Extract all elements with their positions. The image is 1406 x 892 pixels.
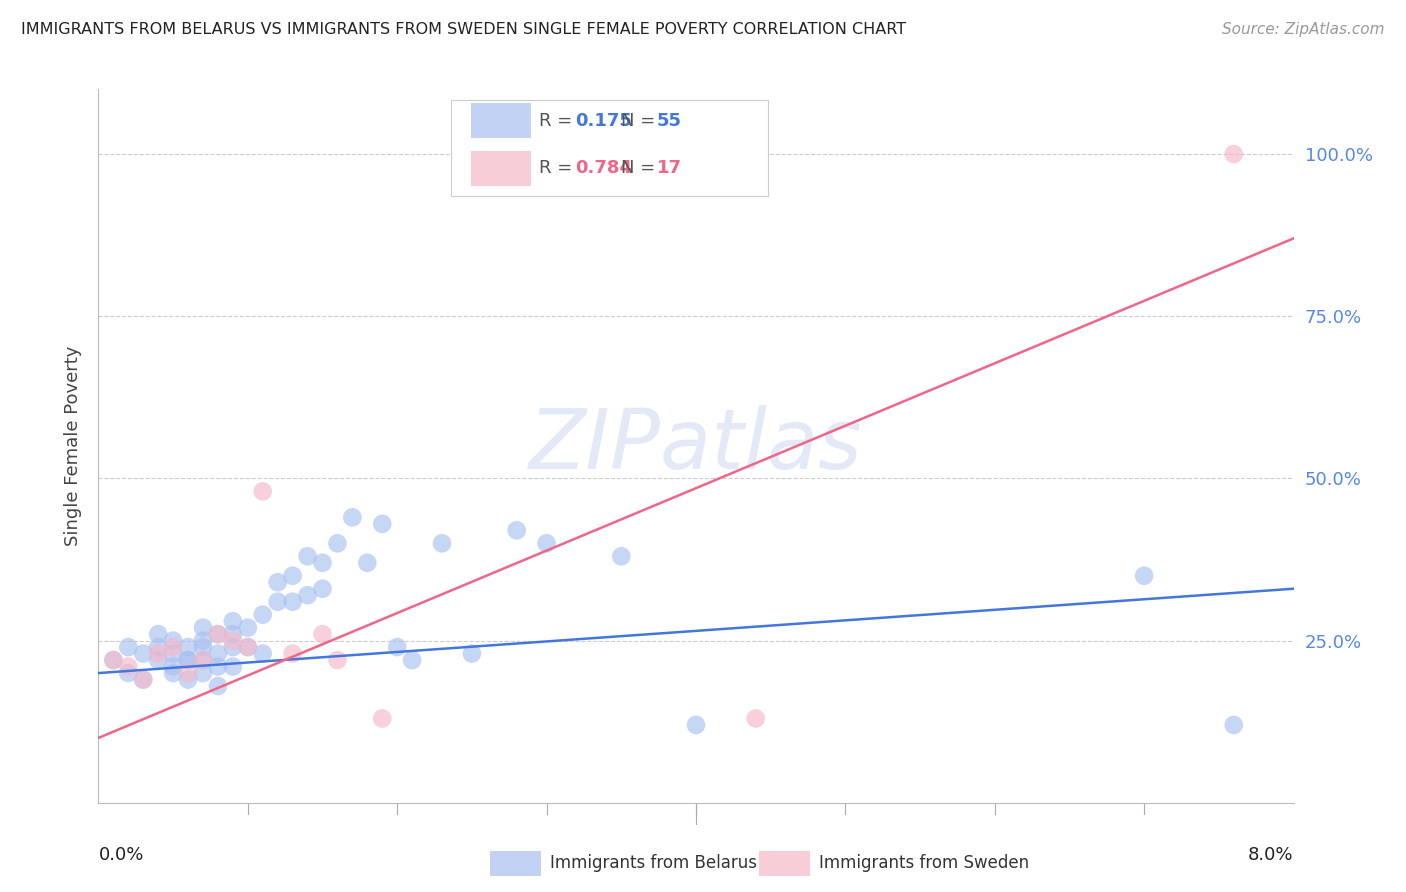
Point — [222, 627, 245, 641]
Point — [342, 510, 364, 524]
Point — [222, 659, 245, 673]
Point — [162, 633, 184, 648]
Text: R =: R = — [540, 160, 578, 178]
Text: 55: 55 — [657, 112, 682, 129]
Point — [117, 659, 139, 673]
Point — [207, 659, 229, 673]
Point — [297, 588, 319, 602]
Point — [252, 647, 274, 661]
Text: Source: ZipAtlas.com: Source: ZipAtlas.com — [1222, 22, 1385, 37]
Point — [162, 647, 184, 661]
Point — [311, 582, 333, 596]
Point — [148, 627, 170, 641]
Point — [191, 640, 214, 654]
Point — [236, 640, 259, 654]
Point — [148, 647, 170, 661]
Text: R =: R = — [540, 112, 578, 129]
Point — [252, 484, 274, 499]
Point — [685, 718, 707, 732]
Point — [267, 595, 290, 609]
Point — [311, 627, 333, 641]
Point — [207, 679, 229, 693]
Point — [162, 666, 184, 681]
Text: ZIPatlas: ZIPatlas — [529, 406, 863, 486]
Point — [356, 556, 378, 570]
Point — [385, 640, 409, 654]
Point — [117, 640, 139, 654]
Point — [148, 640, 170, 654]
Text: IMMIGRANTS FROM BELARUS VS IMMIGRANTS FROM SWEDEN SINGLE FEMALE POVERTY CORRELAT: IMMIGRANTS FROM BELARUS VS IMMIGRANTS FR… — [21, 22, 907, 37]
Point — [610, 549, 633, 564]
Point — [371, 516, 394, 531]
Text: 0.0%: 0.0% — [98, 846, 143, 863]
Y-axis label: Single Female Poverty: Single Female Poverty — [65, 346, 83, 546]
Point — [103, 653, 125, 667]
Text: 0.784: 0.784 — [575, 160, 633, 178]
Point — [222, 614, 245, 628]
Point — [311, 556, 333, 570]
FancyBboxPatch shape — [471, 103, 531, 137]
Point — [117, 666, 139, 681]
Point — [132, 673, 155, 687]
Point — [162, 659, 184, 673]
Text: 17: 17 — [657, 160, 682, 178]
Point — [177, 666, 200, 681]
Point — [430, 536, 453, 550]
Point — [191, 633, 214, 648]
Point — [191, 621, 214, 635]
FancyBboxPatch shape — [759, 851, 810, 876]
Point — [252, 607, 274, 622]
Point — [162, 640, 184, 654]
Point — [103, 653, 125, 667]
Point — [536, 536, 558, 550]
Point — [506, 524, 529, 538]
Point — [191, 653, 214, 667]
Text: Immigrants from Belarus: Immigrants from Belarus — [550, 855, 758, 872]
Text: N =: N = — [620, 160, 661, 178]
Point — [745, 711, 768, 725]
Point — [132, 673, 155, 687]
Point — [236, 640, 259, 654]
Point — [401, 653, 423, 667]
FancyBboxPatch shape — [451, 100, 768, 196]
Point — [326, 536, 349, 550]
FancyBboxPatch shape — [471, 152, 531, 186]
Point — [177, 653, 200, 667]
Text: 0.175: 0.175 — [575, 112, 633, 129]
Point — [281, 568, 304, 582]
Point — [132, 647, 155, 661]
Point — [207, 647, 229, 661]
Point — [267, 575, 290, 590]
Point — [222, 640, 245, 654]
Point — [1133, 568, 1156, 582]
Text: Immigrants from Sweden: Immigrants from Sweden — [820, 855, 1029, 872]
Text: N =: N = — [620, 112, 661, 129]
Point — [326, 653, 349, 667]
Point — [371, 711, 394, 725]
Point — [222, 633, 245, 648]
FancyBboxPatch shape — [491, 851, 540, 876]
Point — [236, 621, 259, 635]
Point — [207, 627, 229, 641]
Point — [177, 653, 200, 667]
Point — [191, 653, 214, 667]
Point — [1222, 718, 1246, 732]
Text: 8.0%: 8.0% — [1249, 846, 1294, 863]
Point — [191, 666, 214, 681]
Point — [177, 640, 200, 654]
Point — [207, 627, 229, 641]
Point — [148, 653, 170, 667]
Point — [297, 549, 319, 564]
Point — [177, 673, 200, 687]
Point — [281, 595, 304, 609]
Point — [461, 647, 484, 661]
Point — [1222, 147, 1246, 161]
Point — [281, 647, 304, 661]
